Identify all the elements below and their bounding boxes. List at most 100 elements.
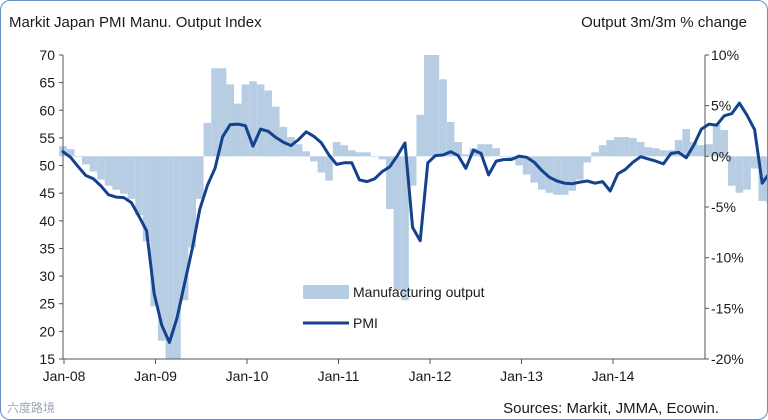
output-bar (424, 55, 432, 157)
output-bar (659, 150, 668, 157)
left-tick-label: 35 (39, 240, 55, 256)
output-bar (317, 156, 326, 173)
output-bar (272, 106, 280, 157)
output-bar (621, 137, 630, 157)
output-bar (682, 129, 690, 157)
output-bar (226, 84, 234, 157)
output-bar (735, 156, 744, 193)
output-bar (340, 145, 348, 157)
output-bar (454, 142, 462, 157)
output-bar (492, 148, 500, 157)
output-bar (218, 68, 227, 157)
right-tick-label: -20% (711, 351, 744, 367)
output-bar (553, 156, 561, 195)
output-bar (568, 156, 576, 191)
bar-series (59, 55, 767, 359)
output-bar (545, 156, 554, 193)
output-bar (196, 156, 204, 199)
legend-bar-swatch (303, 285, 349, 299)
right-tick-label: -10% (711, 250, 744, 266)
x-tick-label: Jan-12 (409, 368, 452, 384)
output-bar (82, 156, 90, 165)
left-tick-label: 20 (39, 323, 55, 339)
output-bar (500, 156, 508, 157)
output-bar (203, 122, 212, 157)
output-bar (401, 156, 409, 301)
output-bar (66, 149, 75, 157)
chart-title: Markit Japan PMI Manu. Output Index (9, 14, 262, 31)
output-bar (180, 156, 189, 301)
output-bar (363, 152, 371, 157)
x-tick-label: Jan-09 (134, 368, 177, 384)
output-bar (705, 144, 713, 157)
left-tick-label: 50 (39, 158, 55, 174)
pmi-line (61, 101, 767, 344)
output-bar (530, 156, 538, 183)
output-bar (74, 156, 82, 157)
output-bar (348, 150, 356, 157)
output-bar (750, 156, 759, 169)
output-bar (256, 84, 265, 157)
left-tick-label: 60 (39, 102, 55, 118)
output-bar (127, 156, 136, 199)
output-bar (310, 156, 318, 162)
output-bar (583, 156, 592, 163)
output-bar (378, 156, 386, 160)
left-tick-label: 15 (39, 351, 55, 367)
output-bar (743, 156, 751, 190)
output-bar (89, 156, 98, 172)
left-tick-label: 55 (39, 130, 55, 146)
output-bar (598, 145, 607, 157)
output-bar (606, 140, 614, 157)
output-bar (576, 156, 584, 180)
output-bar (302, 151, 310, 157)
output-bar (636, 142, 645, 157)
output-bar (264, 90, 272, 157)
output-bar (408, 156, 417, 186)
legend-line-label: PMI (353, 315, 378, 331)
output-bar (522, 156, 531, 175)
output-bar (370, 156, 379, 157)
output-bar (477, 144, 485, 157)
right-tick-label: 10% (711, 47, 739, 63)
output-bar (560, 156, 569, 195)
watermark: 六度路境 (7, 401, 56, 415)
output-bar (211, 68, 219, 157)
output-bar (150, 156, 158, 307)
output-bar (158, 156, 166, 341)
line-series (61, 101, 767, 344)
legend-bar-label: Manufacturing output (353, 284, 485, 300)
axes: 15 20 25 30 35 40 45 50 55 60 65 70 -20% -15% -10% -5% 0… (39, 47, 743, 384)
output-bar (652, 148, 660, 157)
output-bar (104, 156, 113, 186)
output-bar (165, 156, 174, 359)
output-bar (112, 156, 120, 190)
left-tick-label: 40 (39, 213, 55, 229)
output-bar (142, 156, 151, 242)
output-bar (120, 156, 128, 194)
output-bar (135, 156, 143, 216)
legend: Manufacturing output PMI (303, 284, 485, 331)
output-bar (674, 140, 683, 157)
output-bar (355, 152, 364, 157)
output-bar (728, 156, 736, 186)
output-bar (538, 156, 546, 190)
x-tick-label: Jan-13 (500, 368, 543, 384)
output-bar (690, 142, 698, 157)
output-bar (294, 144, 303, 157)
right-tick-label: -5% (711, 199, 736, 215)
output-bar (515, 156, 523, 166)
output-bar (629, 138, 637, 157)
output-bar (325, 156, 333, 181)
x-tick-label: Jan-08 (43, 368, 86, 384)
right-tick-label: 5% (711, 98, 731, 114)
output-bar (249, 81, 257, 157)
output-bar (446, 121, 455, 157)
left-tick-label: 70 (39, 47, 55, 63)
output-bar (234, 103, 242, 157)
output-bar (416, 114, 424, 157)
sources-note: Sources: Markit, JMMA, Ecowin. (503, 400, 719, 417)
output-bar (97, 156, 105, 180)
